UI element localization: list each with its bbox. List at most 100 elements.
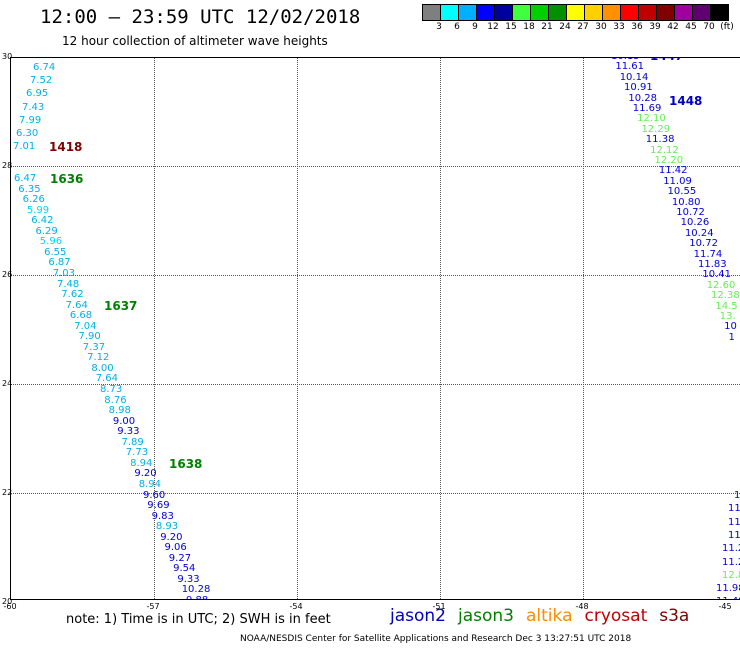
latitude-gridline — [11, 384, 740, 385]
wave-height-value: 12.60 — [706, 279, 736, 291]
color-swatch — [602, 4, 621, 21]
wave-height-value: 10 — [724, 321, 737, 333]
longitude-gridline — [440, 58, 441, 599]
longitude-gridline — [297, 58, 298, 599]
wave-height-value: 8.73 — [100, 384, 123, 395]
wave-height-value: 7.37 — [82, 341, 106, 353]
wave-height-value: 13. — [719, 311, 736, 322]
wave-height-value: 6.29 — [35, 225, 58, 237]
color-swatch — [548, 4, 567, 21]
color-swatch — [584, 4, 603, 21]
longitude-label: -48 — [575, 602, 589, 611]
wave-height-value: 8.00 — [91, 362, 114, 374]
satellite-label: jason3 — [458, 606, 514, 626]
color-scale-swatches — [422, 4, 729, 21]
color-scale-label: 42 — [667, 22, 679, 32]
color-scale-label: 33 — [613, 22, 625, 32]
longitude-label: -45 — [718, 602, 732, 611]
wave-height-value: 9.83 — [151, 510, 174, 522]
wave-height-value: 10.91 — [624, 82, 653, 94]
wave-height-value: 12.38 — [711, 290, 740, 302]
wave-height-value: 7.52 — [30, 75, 53, 87]
wave-height-value: 7.48 — [57, 278, 80, 290]
longitude-label: -57 — [146, 602, 160, 611]
longitude-gridline — [154, 58, 155, 599]
color-swatch — [674, 4, 693, 21]
latitude-label: 30 — [2, 52, 13, 61]
latitude-gridline — [11, 166, 740, 167]
wave-height-value: 8.93 — [155, 521, 179, 533]
wave-height-value: 10.24 — [684, 227, 714, 239]
latitude-label: 24 — [2, 379, 13, 388]
wave-height-value: 12.20 — [654, 155, 684, 166]
wave-height-value: 11.42 — [658, 165, 688, 177]
wave-height-value: 7.12 — [87, 352, 110, 364]
wave-height-value: 7.62 — [61, 289, 84, 301]
color-scale-label: 45 — [685, 22, 697, 32]
wave-height-value: 10.15 — [611, 58, 640, 62]
wave-height-value: 1 — [728, 331, 735, 343]
color-scale-label: 3 — [436, 22, 442, 32]
wave-height-value: 9.33 — [177, 573, 200, 585]
wave-height-value: 7.01 — [13, 141, 36, 153]
wave-height-value: 6.35 — [18, 183, 41, 195]
wave-height-value: 9.33 — [117, 426, 140, 438]
wave-height-value: 10.26 — [680, 217, 710, 229]
wave-height-value: 6.87 — [48, 257, 71, 269]
wave-height-value: 7.99 — [19, 114, 42, 126]
color-scale-label: 18 — [523, 22, 535, 32]
wave-height-value: 7.04 — [74, 320, 97, 332]
color-swatch — [692, 4, 711, 21]
wave-height-value: 10.41 — [702, 269, 731, 281]
color-scale-label: 15 — [505, 22, 517, 32]
color-swatch — [656, 4, 675, 21]
color-scale-label: 36 — [631, 22, 643, 32]
longitude-label: -51 — [432, 602, 446, 611]
pass-time-label: 1448 — [669, 94, 703, 108]
wave-height-value: 9.88 — [186, 596, 208, 600]
wave-height-value: 9.06 — [164, 542, 187, 554]
color-scale-label: 24 — [559, 22, 571, 32]
color-scale-label: 21 — [541, 22, 553, 32]
wave-height-value: 11.74 — [693, 248, 723, 260]
wave-height-value: 11.49 — [716, 597, 740, 599]
color-swatch — [494, 4, 513, 21]
color-swatch — [566, 4, 585, 21]
wave-height-value: 11.61 — [615, 61, 644, 73]
color-swatch — [638, 4, 657, 21]
color-swatch — [620, 4, 639, 21]
wave-height-value: 9.20 — [160, 531, 183, 543]
map-subtitle: 12 hour collection of altimeter wave hei… — [62, 34, 328, 48]
wave-height-value: 12.12 — [650, 144, 679, 156]
pass-time-label: 1637 — [104, 299, 138, 313]
color-scale-label: 9 — [472, 22, 478, 32]
footer-note: note: 1) Time is in UTC; 2) SWH is in fe… — [66, 612, 331, 627]
wave-height-value: 9.20 — [134, 468, 157, 480]
wave-height-value: 9.27 — [168, 552, 192, 564]
footer-credit: NOAA/NESDIS Center for Satellite Applica… — [240, 634, 632, 644]
wave-height-value: 9.60 — [143, 489, 166, 501]
color-swatch — [512, 4, 531, 21]
satellite-legend: jason2 jason3 altika cryosat s3a — [390, 606, 701, 626]
satellite-label: cryosat — [584, 606, 648, 626]
color-swatch — [710, 4, 729, 21]
wave-height-value: 11 — [728, 529, 740, 541]
pass-time-label: 1418 — [49, 140, 83, 154]
color-scale-label: 39 — [649, 22, 661, 32]
color-swatch — [440, 4, 459, 21]
latitude-gridline — [11, 275, 740, 276]
map-plot-area: 6.74 7.52 6.95 7.43 7.99 6.30 7.01 6.47 6.35 6.26… — [10, 57, 740, 600]
wave-height-value: 11.2 — [722, 556, 740, 568]
wave-height-value: 12.8 — [722, 569, 740, 581]
color-swatch — [476, 4, 495, 21]
color-scale-label: 70 — [703, 22, 715, 32]
latitude-gridline — [11, 493, 740, 494]
wave-height-value: 10.72 — [689, 238, 718, 250]
color-scale-label: 12 — [487, 22, 499, 32]
pass-time-label: 1447 — [650, 58, 683, 63]
color-scale-label: 30 — [595, 22, 607, 32]
wave-height-value: 9.54 — [173, 563, 196, 575]
latitude-label: 22 — [2, 488, 13, 497]
wave-height-value: 6.95 — [26, 88, 49, 100]
wave-height-value: 7.03 — [52, 267, 75, 279]
